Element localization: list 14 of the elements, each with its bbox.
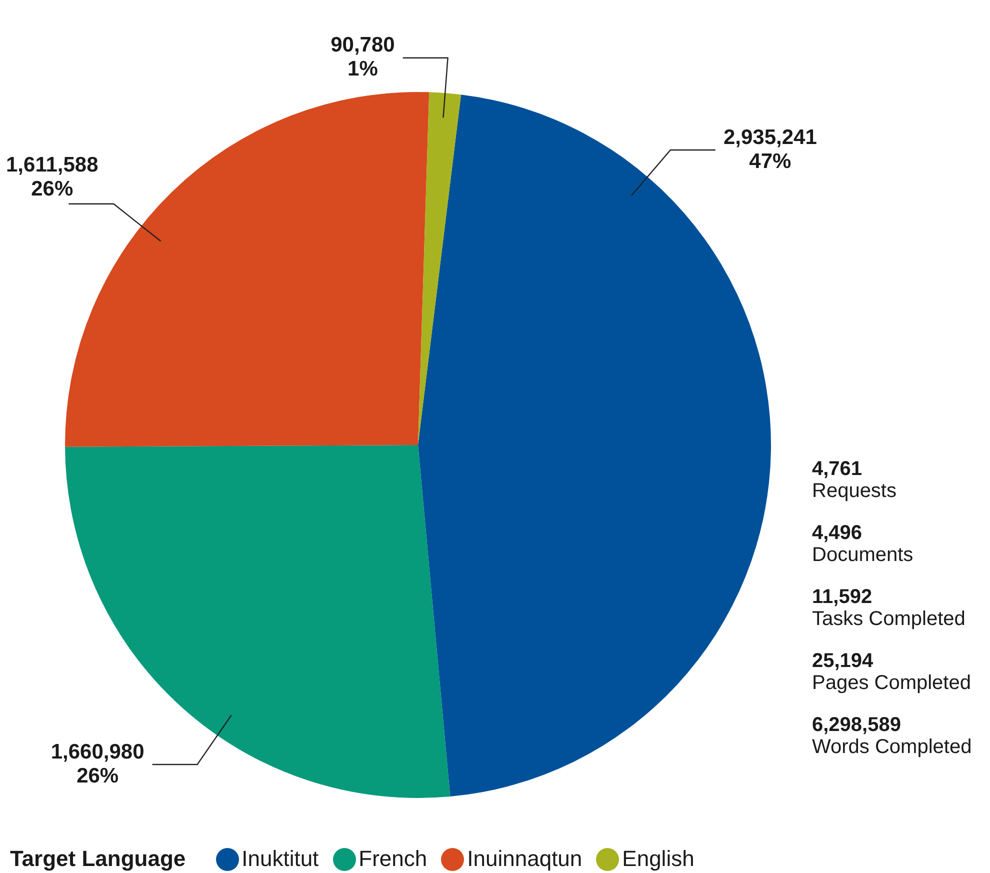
legend-label: Inuktitut	[242, 846, 319, 872]
data-label: 90,780 1%	[330, 34, 395, 81]
text: 25,194 Pages Completed	[812, 650, 972, 694]
data-label: 2,935,241 47%	[723, 126, 818, 173]
data-label: 1,660,980 26%	[50, 740, 144, 788]
text: 11,592 Tasks Completed	[812, 586, 966, 630]
text: 6,298,589 Words Completed	[812, 714, 972, 758]
legend-label: English	[622, 846, 694, 872]
legend-label: French	[358, 846, 428, 872]
legend-label: Inuinnaqtun	[467, 846, 582, 872]
data-label: 1,611,588 26%	[6, 154, 99, 201]
legend-title: Target Language	[10, 846, 186, 872]
text: 4,761 Requests	[812, 458, 898, 502]
text: 4,496 Documents	[812, 522, 914, 566]
